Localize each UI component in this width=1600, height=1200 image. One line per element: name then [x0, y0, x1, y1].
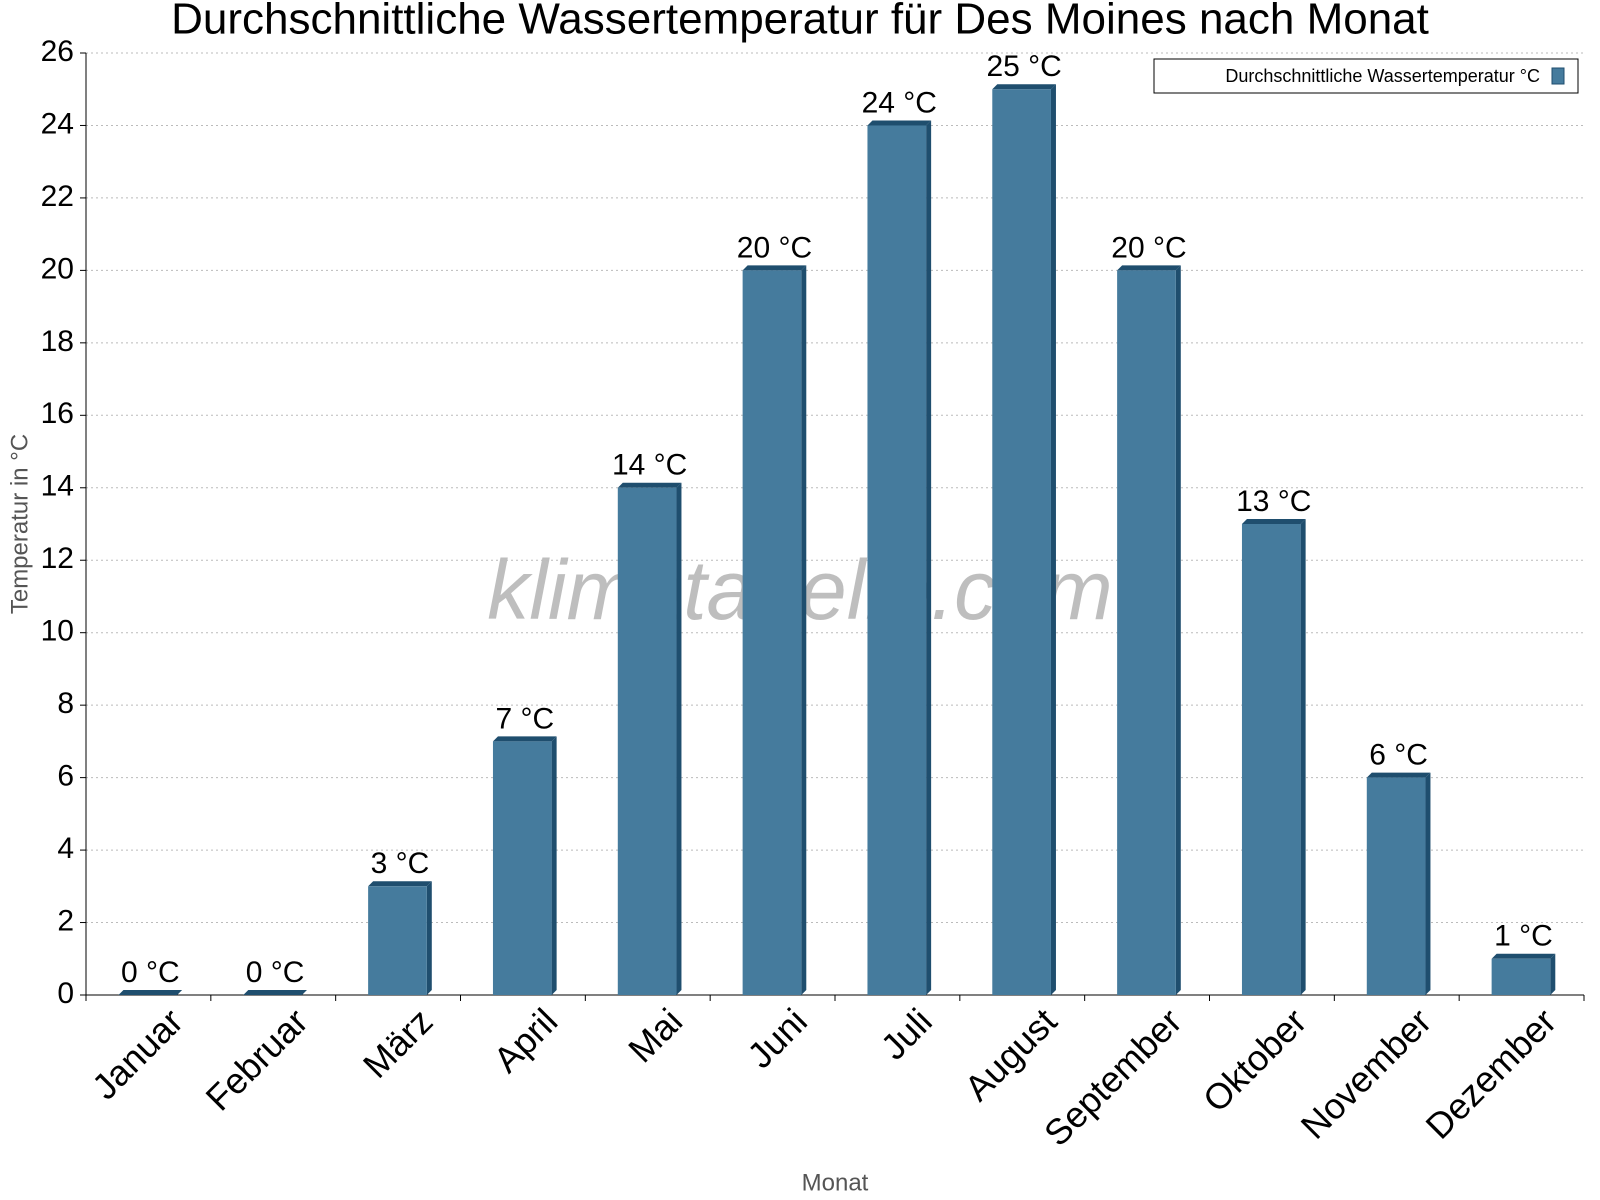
bar-side: [1300, 519, 1306, 995]
bar-side: [1550, 953, 1556, 995]
bar: [1366, 777, 1426, 995]
y-tick-label: 0: [57, 977, 74, 1010]
value-label: 20 °C: [1111, 231, 1186, 264]
bar-top: [1117, 265, 1181, 271]
bar: [992, 89, 1051, 995]
legend-label: Durchschnittliche Wassertemperatur °C: [1225, 66, 1540, 86]
legend-swatch: [1551, 67, 1565, 85]
bar-top: [492, 736, 557, 742]
y-axis-label: Temperatur in °C: [6, 434, 33, 614]
bar-side: [676, 482, 682, 995]
bar-side: [551, 736, 557, 995]
x-tick-label: Dezember: [1418, 1000, 1564, 1146]
legend: Durchschnittliche Wassertemperatur °C: [1153, 58, 1579, 94]
bar-top: [243, 990, 307, 995]
y-tick-label: 14: [41, 470, 74, 503]
bar-top: [867, 120, 932, 126]
y-tick-label: 2: [57, 904, 74, 937]
x-axis-label: Monat: [802, 1169, 869, 1196]
x-tick-label: Januar: [84, 1000, 191, 1107]
y-tick-label: 4: [57, 832, 74, 865]
value-label: 20 °C: [737, 231, 812, 264]
y-tick-label: 12: [41, 542, 74, 575]
y-tick-label: 18: [41, 325, 74, 358]
y-tick-label: 8: [57, 687, 74, 720]
x-tick-label: Mai: [620, 1000, 690, 1070]
x-tick-label: November: [1293, 1000, 1439, 1146]
bar-side: [801, 265, 807, 995]
value-label: 7 °C: [495, 702, 554, 735]
bar: [1241, 524, 1301, 995]
y-tick-label: 24: [41, 107, 74, 140]
bar: [368, 886, 427, 995]
bar-side: [926, 120, 932, 995]
bar: [492, 741, 552, 995]
bar-top: [992, 84, 1056, 90]
y-tick-label: 20: [41, 252, 74, 285]
bar-side: [1175, 265, 1181, 995]
bar-top: [368, 881, 432, 887]
bar-top: [1491, 953, 1556, 959]
y-tick-label: 16: [41, 397, 74, 430]
value-label: 1 °C: [1494, 920, 1553, 953]
bar-top: [617, 482, 682, 488]
bar: [1117, 270, 1176, 995]
value-label: 3 °C: [371, 847, 430, 880]
y-tick-label: 26: [41, 35, 74, 68]
y-tick-label: 10: [41, 615, 74, 648]
bar-side: [1425, 772, 1431, 995]
x-tick-label: Oktober: [1195, 1000, 1315, 1120]
y-tick-label: 6: [57, 760, 74, 793]
value-label: 6 °C: [1369, 739, 1428, 772]
value-label: 0 °C: [121, 956, 180, 989]
value-label: 0 °C: [246, 956, 305, 989]
value-label: 24 °C: [862, 86, 937, 119]
bar-side: [1050, 84, 1056, 995]
y-tick-label: 22: [41, 180, 74, 213]
bar: [742, 270, 802, 995]
x-tick-label: April: [485, 1000, 565, 1080]
bar-top: [742, 265, 807, 271]
bar: [1491, 958, 1551, 995]
bar-top: [1366, 772, 1431, 778]
value-label: 25 °C: [986, 50, 1061, 83]
x-tick-label: Juli: [873, 1000, 940, 1067]
x-tick-label: Februar: [198, 1000, 316, 1118]
bar-top: [118, 990, 183, 995]
x-tick-label: Juni: [739, 1000, 815, 1076]
legend-box: [1153, 58, 1579, 94]
value-label: 14 °C: [612, 449, 687, 482]
bar: [617, 487, 677, 995]
chart-title: Durchschnittliche Wassertemperatur für D…: [171, 0, 1429, 44]
x-tick-label: September: [1036, 1000, 1190, 1154]
bar: [867, 125, 927, 995]
value-label: 13 °C: [1236, 485, 1311, 518]
x-tick-label: März: [355, 1000, 441, 1086]
x-tick-label: August: [956, 1000, 1064, 1108]
bar-side: [426, 881, 432, 995]
bar-top: [1241, 519, 1306, 524]
